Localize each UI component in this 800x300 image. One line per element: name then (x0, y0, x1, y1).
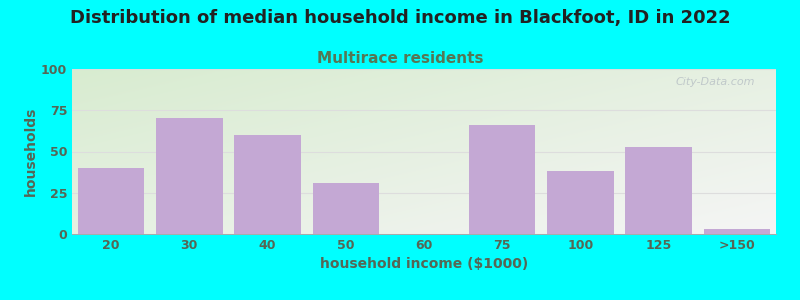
Bar (156, 118, 222, 234)
Text: City-Data.com: City-Data.com (675, 77, 755, 87)
Bar (626, 147, 692, 234)
Bar (234, 135, 301, 234)
Y-axis label: households: households (24, 107, 38, 196)
X-axis label: household income ($1000): household income ($1000) (320, 257, 528, 272)
Bar (704, 229, 770, 234)
Text: Multirace residents: Multirace residents (317, 51, 483, 66)
Bar (313, 183, 379, 234)
Bar (547, 171, 614, 234)
Text: Distribution of median household income in Blackfoot, ID in 2022: Distribution of median household income … (70, 9, 730, 27)
Bar (469, 125, 535, 234)
Bar (78, 168, 144, 234)
